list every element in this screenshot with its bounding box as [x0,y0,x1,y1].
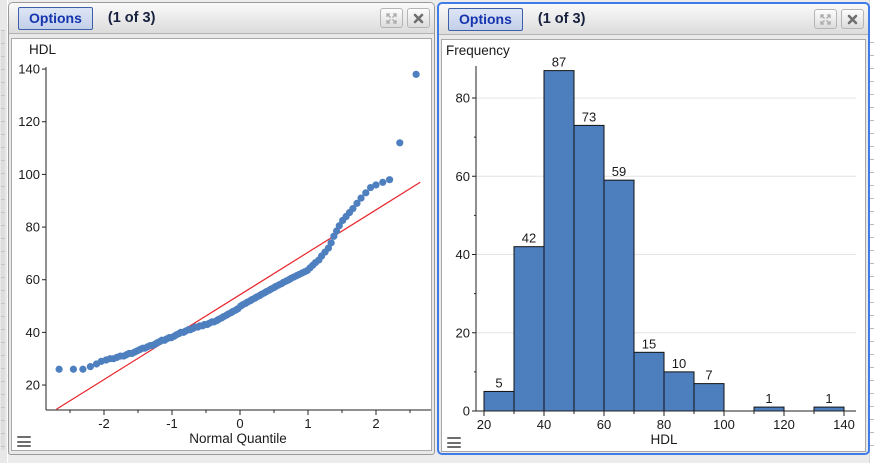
bar-count-label: 10 [672,356,686,371]
y-tick-label: 40 [26,325,40,340]
y-tick-label: 20 [26,378,40,393]
y-tick-label: 80 [26,220,40,235]
close-button[interactable] [841,9,864,29]
qq-point[interactable] [86,363,94,371]
qq-point[interactable] [79,365,87,373]
qq-point[interactable] [55,365,63,373]
x-tick-label: -1 [166,416,178,431]
expand-arrows-icon [820,13,831,25]
histogram-bar[interactable] [603,179,635,412]
y-tick-label: 120 [18,114,40,129]
x-tick-label: 0 [236,416,243,431]
qq-ylabel: HDL [29,42,56,57]
x-tick-label: 100 [713,417,735,432]
adjacent-panel-edge-right [869,0,878,463]
hist-xlabel: HDL [650,432,677,447]
bar-count-label: 42 [522,231,536,246]
panel-header: Options (1 of 3) [9,3,434,34]
x-tick-label: 80 [657,417,671,432]
expand-button[interactable] [814,9,837,29]
y-tick-label: 40 [456,247,470,262]
x-tick-label: 2 [372,416,379,431]
histogram-bar[interactable] [693,383,725,412]
expand-button[interactable] [380,8,403,28]
qq-xlabel: Normal Quantile [189,431,287,446]
qq-point[interactable] [386,176,394,184]
options-button[interactable]: Options [448,7,523,31]
qq-point[interactable] [335,222,343,230]
x-tick-label: 60 [597,417,611,432]
qq-point[interactable] [349,205,357,213]
expand-arrows-icon [386,12,397,24]
qq-point[interactable] [372,181,380,189]
histogram-bar[interactable] [573,124,605,412]
qq-point[interactable] [357,194,365,202]
x-tick-label: 40 [537,417,551,432]
report-window-normal-quantile: Options (1 of 3) HDL 20 40 [8,2,435,455]
x-tick-label: 140 [833,417,855,432]
qq-point[interactable] [379,178,387,186]
qq-point[interactable] [412,70,420,78]
y-tick-label: 80 [456,91,470,106]
qq-point[interactable] [366,183,375,192]
bar-count-label: 15 [642,336,656,351]
panel-header: Options (1 of 3) [439,4,868,35]
x-tick-label: 120 [773,417,795,432]
histogram-bar[interactable] [513,246,545,412]
qq-plot-area: HDL 20 40 60 80 100 120 140 -2 -1 0 1 2 Normal Quanti… [11,38,432,451]
bar-count-label: 1 [765,391,772,406]
histogram-bar[interactable] [633,351,665,412]
qq-point[interactable] [362,189,370,197]
qq-point[interactable] [69,365,77,373]
histogram-bar[interactable] [483,390,515,412]
adjacent-panel-edge-left [0,0,8,463]
qq-point[interactable] [353,199,361,207]
qq-scatter-svg: HDL 20 40 60 80 100 120 140 -2 -1 0 1 2 Normal Quanti… [18,42,431,446]
y-tick-label: 100 [18,167,40,182]
histogram-bar[interactable] [663,371,695,412]
x-tick-label: 1 [304,416,311,431]
y-tick-label: 20 [456,325,470,340]
bar-count-label: 87 [552,55,566,70]
hamburger-menu-icon[interactable] [447,437,461,448]
histogram-bar[interactable] [753,406,785,412]
x-tick-label: 20 [477,417,491,432]
close-button[interactable] [407,8,430,28]
panel-body: HDL 20 40 60 80 100 120 140 -2 -1 0 1 2 Normal Quanti… [9,34,434,457]
hist-ylabel: Frequency [446,43,510,58]
histogram-bar[interactable] [543,70,575,412]
panel-counter: (1 of 3) [537,11,586,27]
qq-point[interactable] [327,239,335,247]
close-icon [413,13,424,23]
bar-count-label: 73 [582,109,596,124]
panel-body: Frequency 5 42 87 73 59 15 10 7 1 1 0 20 40 60 80 20 40 60… [439,35,868,458]
bar-count-label: 1 [825,391,832,406]
histogram-bar[interactable] [813,406,845,412]
bar-count-label: 7 [705,368,712,383]
options-button[interactable]: Options [18,6,93,30]
y-tick-label: 140 [18,62,40,77]
y-tick-label: 0 [463,404,470,419]
x-tick-label: -2 [98,416,110,431]
qq-point[interactable] [396,139,404,147]
hamburger-menu-icon[interactable] [17,436,31,447]
y-tick-label: 60 [26,272,40,287]
adjacent-axis-ticks [870,42,874,446]
close-icon [847,14,858,24]
panel-counter: (1 of 3) [107,10,156,26]
normal-reference-line [56,181,421,410]
bar-count-label: 59 [612,164,626,179]
histogram-plot-area: Frequency 5 42 87 73 59 15 10 7 1 1 0 20 40 60 80 20 40 60… [441,39,866,452]
bar-count-label: 5 [495,375,502,390]
y-tick-label: 60 [456,169,470,184]
report-window-histogram: Options (1 of 3) Frequen [437,2,870,455]
adjacent-axis-ticks [1,30,5,450]
